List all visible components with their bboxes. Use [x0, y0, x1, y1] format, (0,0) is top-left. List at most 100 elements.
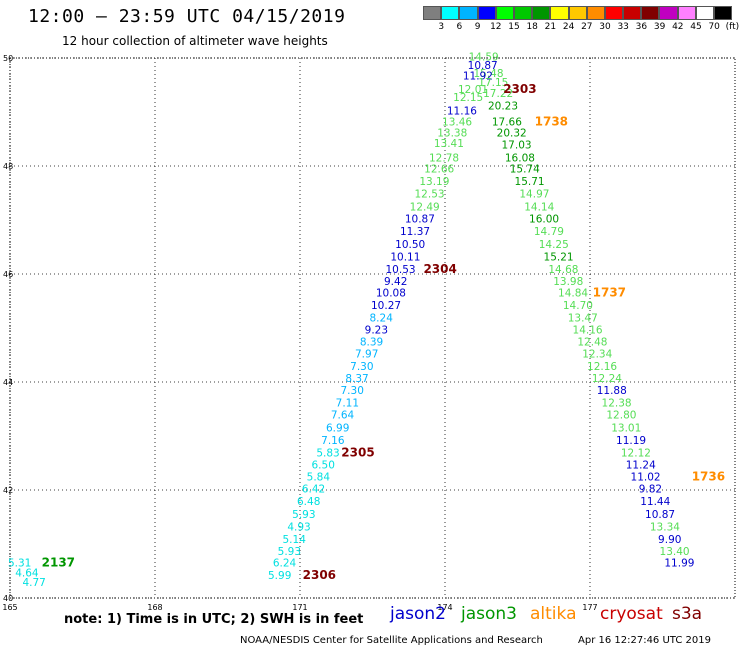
wave-height-label: 7.30	[341, 385, 364, 397]
legend-altika: altika	[530, 604, 577, 624]
pass-time-label: 2304	[423, 262, 456, 276]
color-scale-label: 3	[438, 22, 445, 32]
color-swatch	[714, 6, 733, 20]
color-swatch	[459, 6, 478, 20]
footer-notes: note: 1) Time is in UTC; 2) SWH is in fe…	[64, 612, 364, 627]
wave-height-label: 15.74	[510, 163, 540, 175]
color-scale-label: 27	[581, 22, 593, 32]
wave-height-label: 10.50	[395, 239, 425, 251]
color-swatch	[659, 6, 678, 20]
x-tick-label: 165	[2, 603, 17, 612]
wave-height-label: 7.16	[321, 435, 345, 447]
page-title: 12:00 — 23:59 UTC 04/15/2019	[28, 6, 346, 27]
wave-height-label: 12.78	[429, 153, 459, 165]
color-scale-label: 30	[599, 22, 611, 32]
wave-height-label: 6.42	[302, 484, 325, 496]
wave-height-label: 14.14	[524, 201, 554, 213]
wave-height-label: 12.01	[458, 84, 488, 96]
color-swatch	[441, 6, 460, 20]
wave-height-label: 9.42	[384, 276, 407, 288]
wave-height-label: 9.82	[639, 484, 662, 496]
x-tick-label: 168	[147, 603, 162, 612]
wave-height-label: 7.30	[350, 361, 373, 373]
color-swatch	[586, 6, 605, 20]
color-scale-labels: 3 6 9 12 15 18 21 24 27 30 33 36 39 42 45 70 (ft)	[423, 22, 739, 34]
wave-height-label: 12.15	[453, 92, 483, 104]
x-tick-label: 171	[292, 603, 307, 612]
color-scale-label: 18	[526, 22, 538, 32]
wave-height-label: 17.22	[483, 88, 513, 100]
wave-height-label: 12.34	[582, 349, 612, 361]
wave-height-label: 7.11	[336, 397, 359, 409]
wave-height-label: 17.15	[478, 77, 508, 89]
wave-height-label: 5.83	[316, 448, 339, 460]
wave-height-label: 10.87	[468, 60, 498, 72]
color-scale-label: 42	[672, 22, 684, 32]
pass-time-label: 2303	[503, 82, 536, 96]
wave-height-label: 6.50	[312, 459, 335, 471]
wave-height-label: 4.93	[287, 522, 310, 534]
credit-text: NOAA/NESDIS Center for Satellite Applica…	[240, 635, 543, 646]
wave-height-label: 4.77	[22, 577, 45, 589]
color-scale-label: 6	[456, 22, 463, 32]
wave-height-label: 14.84	[558, 288, 588, 300]
wave-height-label: 11.19	[616, 435, 646, 447]
color-swatch	[477, 6, 496, 20]
wave-height-label: 12.16	[587, 361, 617, 373]
legend-s3a: s3a	[672, 604, 703, 624]
wave-height-label: 14.79	[534, 226, 564, 238]
wave-height-label: 8.24	[370, 313, 394, 325]
wave-height-label: 13.34	[650, 522, 680, 534]
wave-height-label: 5.31	[8, 558, 31, 570]
wave-height-label: 13.46	[442, 117, 472, 129]
wave-height-label: 11.92	[463, 71, 493, 83]
wave-height-label: 12.66	[424, 163, 454, 175]
color-scale-label: 36	[635, 22, 648, 32]
plot-border	[9, 57, 736, 599]
color-scale-label: 70	[708, 22, 720, 32]
wave-height-label: 11.02	[631, 471, 661, 483]
legend-cryosat: cryosat	[600, 604, 663, 624]
wave-height-label: 5.99	[268, 570, 291, 582]
wave-height-label: 12.80	[606, 410, 636, 422]
color-scale-label: 39	[653, 22, 666, 32]
pass-time-label: 2305	[341, 446, 374, 460]
color-swatch	[623, 6, 642, 20]
wave-height-label: 16.08	[505, 153, 535, 165]
color-swatch	[677, 6, 696, 20]
wave-height-label: 10.27	[371, 300, 401, 312]
wave-height-label: 13.41	[434, 138, 464, 150]
wave-height-label: 11.44	[640, 496, 670, 508]
legend-jason2: jason2	[390, 604, 446, 624]
wave-height-label: 15.71	[515, 176, 545, 188]
color-swatch	[641, 6, 660, 20]
color-swatch	[495, 6, 514, 20]
wave-height-label: 20.23	[488, 100, 518, 112]
color-swatch	[568, 6, 587, 20]
color-scale-bar	[423, 6, 733, 20]
wave-height-label: 5.93	[292, 509, 315, 521]
wave-height-label: 9.23	[365, 324, 388, 336]
wave-height-label: 6.48	[297, 496, 320, 508]
wave-height-label: 15.21	[544, 252, 574, 264]
wave-height-label: 11.37	[400, 226, 430, 238]
x-tick-label: 177	[582, 603, 597, 612]
pass-time-label: 1736	[692, 469, 725, 483]
wave-height-label: 13.19	[419, 176, 449, 188]
wave-height-label: 6.24	[273, 558, 297, 570]
color-scale-label: 24	[562, 22, 575, 32]
y-tick-label: 48	[3, 162, 13, 171]
wave-height-label: 12.12	[621, 448, 651, 460]
color-scale-label: (ft)	[725, 22, 740, 32]
color-swatch	[532, 6, 551, 20]
wave-height-label: 14.97	[519, 188, 549, 200]
wave-height-label: 16.00	[529, 214, 559, 226]
color-scale-label: 45	[690, 22, 702, 32]
wave-height-label: 12.48	[577, 336, 607, 348]
wave-height-label: 12.24	[592, 373, 622, 385]
wave-height-label: 13.38	[437, 127, 467, 139]
color-swatch	[423, 6, 442, 20]
pass-time-label: 1738	[535, 115, 568, 129]
